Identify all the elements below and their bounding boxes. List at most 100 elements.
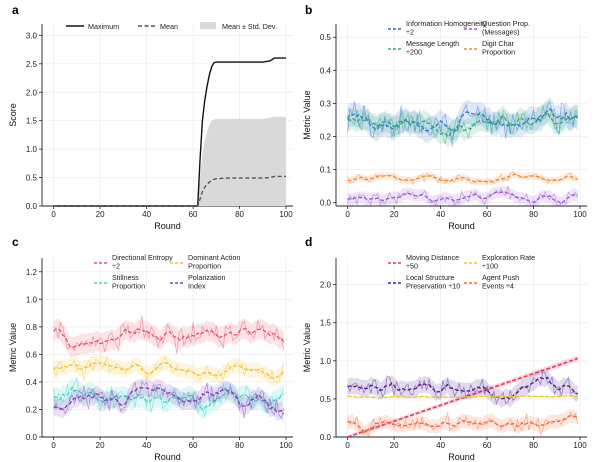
legend-label: Mean ± Std. Dev. [222,22,277,31]
panel-d: d 0 20 40 60 80 100 0.0 0.5 1.0 1.5 2.0 Round Metric … [302,235,587,462]
y-tick-label: 0.4 [26,378,38,387]
y-tick-label: 2.0 [26,88,38,97]
y-tick-label: 3.0 [26,31,38,40]
panel-label: c [12,235,19,249]
series-line [347,376,578,400]
series-raw-line [53,355,285,383]
y-tick-label: 1.5 [320,319,332,328]
series-raw-line [347,185,579,207]
x-tick-label: 100 [573,210,587,219]
series-line [347,190,578,205]
series-band [347,102,578,148]
panel-a: a 0 20 40 60 80 100 0.0 0.5 1.0 1.5 2.0 2.5 3.0 Round S… [8,3,293,231]
y-tick-label: 2.0 [320,281,332,290]
y-tick-label: 1.0 [26,145,38,154]
y-tick-label: 0.0 [26,433,38,442]
legend-label: Polarization Index [188,273,226,291]
legend-label: Agent Push Events ÷4 [482,273,519,291]
series-band [53,377,284,420]
y-tick-label: 0.2 [320,133,332,142]
legend-label: Stillness Proportion [112,273,145,291]
y-axis-label: Metric Value [302,323,312,372]
series-raw-line [347,100,579,141]
y-axis-label: Metric Value [302,90,312,139]
x-axis-label: Round [154,221,181,231]
x-tick-label: 40 [436,441,445,450]
y-tick-label: 1.0 [26,295,38,304]
series-line [347,357,578,438]
series-line-maximum [53,57,286,207]
x-tick-label: 40 [142,441,151,450]
panel-b: b 0 20 40 60 80 100 0.0 0.1 0.2 0.3 0.4 0.5 Round Metr… [302,3,587,231]
x-tick-label: 40 [436,210,445,219]
x-tick-label: 0 [345,441,350,450]
series-raw-line [53,315,285,354]
y-tick-label: 0.5 [26,174,38,183]
y-tick-label: 0.1 [320,166,332,175]
x-axis-label: Round [448,452,475,462]
series-band [347,369,578,408]
x-tick-label: 80 [235,441,244,450]
x-tick-label: 20 [390,210,399,219]
x-tick-label: 20 [390,441,399,450]
series-line [53,328,285,348]
x-tick-label: 20 [96,441,105,450]
x-tick-label: 80 [529,441,538,450]
series-band [347,408,578,437]
legend-label: Local Structure Preservation ÷10 [406,273,460,291]
series-band [53,354,284,387]
y-tick-label: 1.2 [26,268,38,277]
series-line [347,395,578,399]
x-tick-label: 80 [235,210,244,219]
legend-label: Question Prop. (Messages) [482,19,530,37]
y-tick-label: 1.0 [320,357,332,366]
y-axis-label: Metric Value [8,323,18,372]
x-axis-label: Round [154,452,181,462]
legend-label: Information Homogeneity ÷2 [406,19,487,37]
y-tick-label: 0.0 [320,199,332,208]
legend-label: Exploration Rate ÷100 [482,253,535,271]
series-raw-line [347,105,578,147]
x-tick-label: 0 [345,210,350,219]
series-line [347,415,579,434]
series-band [53,318,284,358]
y-tick-label: 0.5 [320,33,332,42]
series-line [53,361,285,380]
y-tick-label: 1.5 [26,117,38,126]
legend-label: Directional Entropy ÷2 [112,253,173,271]
legend-label: Digit Char Proportion [482,39,515,57]
series-raw-line [53,380,285,420]
x-tick-label: 60 [483,441,492,450]
legend-label: Mean [160,22,178,31]
x-tick-label: 60 [189,210,198,219]
legend-swatch [200,22,216,29]
y-tick-label: 0.0 [26,202,38,211]
series-raw-line [347,171,578,186]
legend: Directional Entropy ÷2 Stillness Proportion… [94,253,240,291]
y-tick-label: 0.5 [320,395,332,404]
y-tick-label: 0.2 [26,405,38,414]
x-tick-label: 100 [279,210,293,219]
y-tick-label: 0.3 [320,99,332,108]
legend-label: Maximum [88,22,119,31]
y-axis-label: Score [8,103,18,127]
x-tick-label: 0 [51,210,56,219]
series-band [53,116,286,206]
x-tick-label: 20 [96,210,105,219]
legend-label: Message Length ÷200 [406,39,459,57]
series-line [347,173,579,183]
legend: Maximum Mean Mean ± Std. Dev. [66,22,277,31]
x-axis-label: Round [448,221,475,231]
y-tick-label: 0.0 [320,433,332,442]
legend: Moving Distance ÷50 Local Structure Preserv… [388,253,535,291]
legend: Information Homogeneity ÷2 Message Length ÷… [388,19,530,57]
x-tick-label: 100 [573,441,587,450]
panel-label: a [12,3,19,17]
panel-c: c 0 20 40 60 80 100 0.0 0.2 0.4 0.6 0.8 1.0 1.2 Round M… [8,235,293,462]
legend-label: Dominant Action Proportion [188,253,240,271]
series-line [53,386,284,411]
x-tick-label: 80 [529,210,538,219]
y-tick-label: 0.6 [26,350,38,359]
panel-label: d [305,235,312,249]
